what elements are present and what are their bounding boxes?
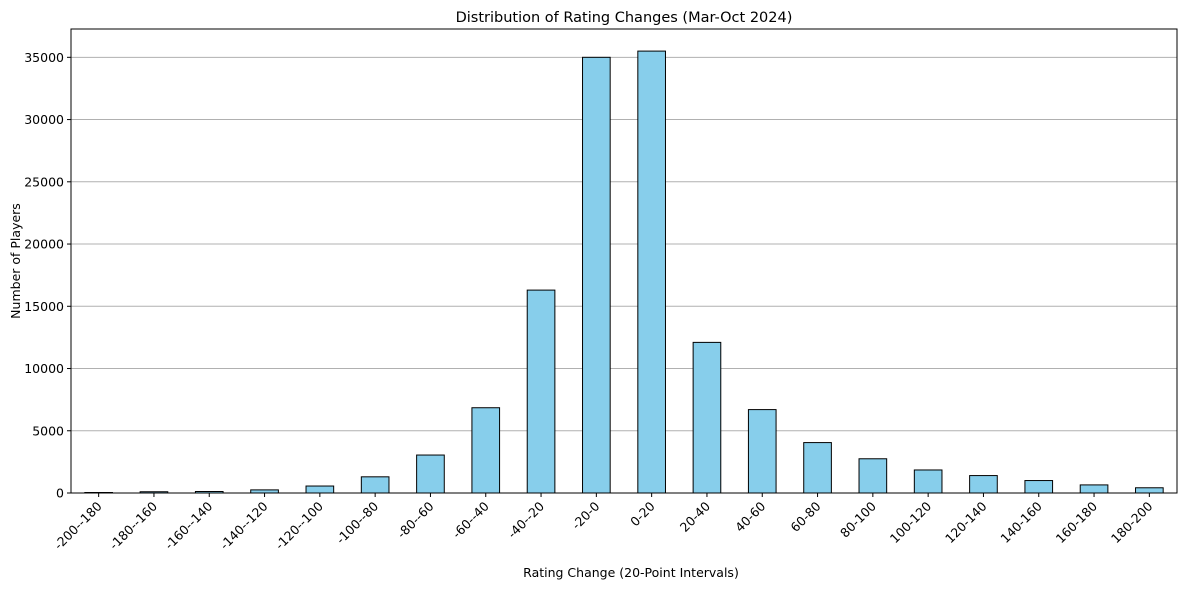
x-tick-label: -100--80 [333, 498, 381, 546]
bar [471, 407, 501, 494]
bar [803, 442, 832, 494]
x-tick-label: 0-20 [627, 498, 658, 529]
chart-title: Distribution of Rating Changes (Mar-Oct … [456, 10, 793, 26]
x-tick-label: 60-80 [787, 498, 823, 534]
bar [526, 289, 556, 494]
x-tick-label: 180-200 [1108, 498, 1156, 546]
x-tick-label: -40--20 [505, 498, 548, 541]
y-tick-label: 35000 [24, 50, 64, 65]
bar [969, 475, 998, 494]
x-tick-label: 140-160 [997, 498, 1045, 546]
plot-frame [70, 28, 1178, 494]
x-tick-label: -120--100 [272, 498, 326, 552]
y-axis-ticks: 0 5000 10000 15000 20000 25000 30000 35000 [24, 50, 71, 501]
y-axis-label: Number of Players [8, 203, 23, 319]
bar [692, 341, 722, 494]
y-tick-label: 30000 [24, 112, 64, 127]
x-axis-ticks: -200--180 -180--160 -160--140 -140--120 -120… [51, 493, 1156, 552]
x-tick-label: -160--140 [161, 498, 215, 552]
bar [305, 485, 335, 494]
bar [1024, 480, 1054, 494]
bar [1079, 484, 1109, 494]
y-tick-label: 20000 [24, 237, 64, 252]
x-tick-label: -140--120 [217, 498, 271, 552]
x-tick-label: -20-0 [569, 498, 603, 532]
bar [582, 56, 611, 494]
x-tick-label: 160-180 [1053, 498, 1101, 546]
bar [637, 50, 666, 494]
bar [913, 469, 943, 494]
y-tick-label: 15000 [24, 299, 64, 314]
bar [858, 458, 888, 494]
y-tick-label: 10000 [24, 361, 64, 376]
bars [84, 50, 1164, 494]
x-tick-label: -80--60 [394, 498, 437, 541]
x-tick-label: 20-40 [677, 498, 713, 534]
y-gridlines [71, 56, 1177, 432]
x-axis-label: Rating Change (20-Point Intervals) [523, 565, 739, 580]
x-tick-label: 40-60 [732, 498, 768, 534]
x-tick-label: 100-120 [887, 498, 935, 546]
x-tick-label: -60--40 [449, 498, 492, 541]
bar [416, 454, 445, 494]
x-tick-label: 80-100 [837, 498, 879, 540]
y-tick-label: 25000 [24, 174, 64, 189]
y-tick-label: 5000 [32, 423, 64, 438]
x-tick-label: 120-140 [942, 498, 990, 546]
x-tick-label: -200--180 [51, 498, 105, 552]
y-tick-label: 0 [56, 486, 64, 501]
x-tick-label: -180--160 [106, 498, 160, 552]
bar [360, 476, 390, 494]
bar [1135, 487, 1164, 494]
bar [747, 409, 777, 494]
